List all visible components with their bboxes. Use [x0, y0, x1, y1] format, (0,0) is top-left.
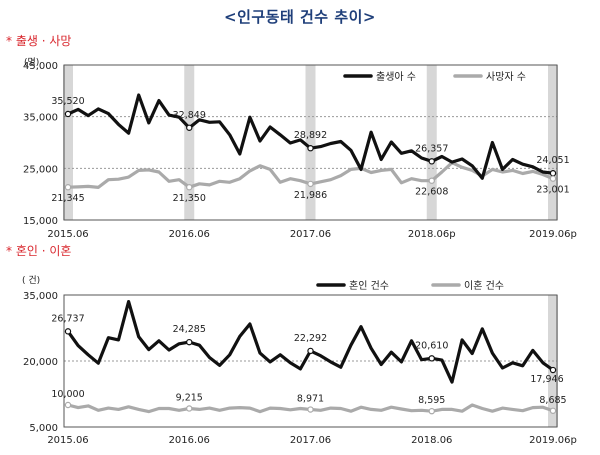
marriage-divorce-chart: 35,000 20,000 5,000 ( 건) 2015.06 2016.06 2017.… — [22, 275, 577, 446]
data-label: 21,350 — [173, 193, 206, 204]
data-point-marker — [186, 405, 193, 412]
data-point-marker — [428, 355, 435, 362]
shaded-column — [184, 65, 195, 220]
data-label: 8,685 — [539, 395, 566, 406]
data-label: 22,608 — [415, 187, 448, 198]
plot-frame — [63, 294, 558, 428]
data-label: 26,737 — [51, 313, 84, 324]
data-label: 8,595 — [418, 395, 445, 406]
legend-label: 출생아 수 — [376, 71, 416, 83]
unit-label: ( 건) — [22, 275, 40, 286]
shaded-column — [426, 65, 437, 220]
y-tick-label: 20,000 — [23, 357, 58, 368]
unit-label: (명) — [24, 57, 39, 68]
data-label: 35,520 — [51, 96, 84, 107]
page-title: <인구동태 건수 추이> — [224, 8, 376, 26]
data-point-marker — [307, 145, 314, 152]
y-tick-label: 35,000 — [23, 291, 58, 302]
data-label: 22,292 — [294, 333, 327, 344]
data-label: 8,971 — [297, 394, 324, 405]
y-tick-label: 25,000 — [23, 164, 58, 175]
legend-label: 사망자 수 — [486, 71, 526, 83]
data-point-marker — [307, 347, 314, 355]
y-tick-label: 45,000 — [23, 61, 58, 72]
birth-death-section-label: * 출생 · 사망 — [6, 34, 72, 48]
data-label: 23,001 — [536, 185, 569, 196]
x-tick-label: 2016.06 — [169, 229, 210, 240]
data-label: 21,345 — [51, 193, 84, 204]
data-label: 24,285 — [173, 324, 206, 335]
data-point-marker — [549, 175, 557, 182]
legend-label: 이혼 건수 — [464, 279, 504, 292]
y-tick-label: 5,000 — [29, 423, 58, 434]
y-tick-label: 15,000 — [23, 216, 58, 227]
data-label: 9,215 — [176, 392, 203, 403]
x-tick-label: 2017.06 — [290, 435, 331, 446]
plot-frame — [63, 64, 558, 221]
data-point-marker — [428, 158, 435, 165]
shaded-column — [305, 65, 316, 220]
data-point-marker — [428, 407, 435, 415]
y-tick-label: 35,000 — [23, 113, 58, 124]
x-tick-label: 2018.06 — [411, 435, 452, 446]
marriage-divorce-section-label: * 혼인 · 이혼 — [6, 244, 72, 258]
data-point-marker — [186, 124, 193, 131]
data-point-marker — [186, 183, 193, 191]
data-point-marker — [64, 184, 72, 191]
data-point-marker — [64, 401, 72, 409]
birth-death-chart: 45,000 35,000 25,000 15,000 (명) 2015.06 2016.0… — [23, 57, 577, 240]
data-label: 32,849 — [173, 110, 206, 121]
x-tick-label: 2019.06p — [529, 229, 577, 240]
data-point-marker — [549, 407, 557, 414]
x-tick-label: 2015.06 — [47, 435, 88, 446]
data-point-marker — [428, 177, 435, 184]
data-label: 21,986 — [294, 190, 327, 201]
x-tick-label: 2019.06p — [529, 435, 577, 446]
data-point-marker — [549, 366, 557, 374]
data-point-marker — [549, 170, 557, 177]
shaded-column — [548, 65, 558, 220]
data-label: 10,000 — [51, 389, 84, 400]
x-tick-label: 2015.06 — [47, 229, 88, 240]
legend-label: 혼인 건수 — [349, 279, 389, 292]
data-label: 17,946 — [530, 374, 563, 385]
data-point-marker — [64, 110, 72, 118]
data-point-marker — [64, 328, 72, 335]
x-tick-label: 2017.06 — [290, 229, 331, 240]
data-label: 26,357 — [415, 143, 448, 154]
x-tick-label: 2018.06p — [408, 229, 456, 240]
data-point-marker — [307, 180, 314, 188]
data-label: 28,892 — [294, 130, 327, 141]
x-tick-label: 2016.06 — [169, 435, 210, 446]
data-label: 20,610 — [415, 340, 448, 351]
data-label: 24,051 — [536, 155, 569, 166]
shaded-column — [63, 65, 73, 220]
data-point-marker — [307, 406, 314, 413]
data-point-marker — [186, 338, 193, 346]
